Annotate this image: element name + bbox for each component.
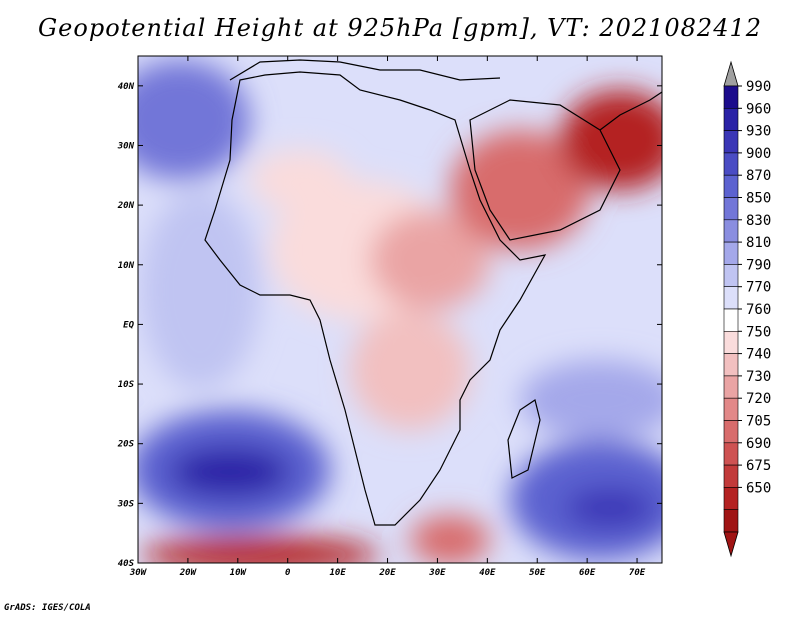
lon-tick-label: 50E [529, 568, 546, 578]
colorbar-label: 790 [746, 257, 771, 273]
lat-tick-label: 40N [118, 82, 135, 92]
colorbar-label: 990 [746, 79, 771, 95]
colorbar-label: 850 [746, 191, 771, 207]
lon-tick-label: 60E [579, 568, 596, 578]
africa-coastline [204, 71, 547, 526]
colorbar-box [723, 219, 739, 243]
lat-tick-label: 20N [117, 201, 135, 211]
colorbar-label: 870 [746, 168, 771, 184]
lon-tick-label: 40E [479, 568, 496, 578]
indian-ocean-ridge [520, 360, 662, 440]
madagascar [507, 399, 541, 479]
coastlines [204, 59, 662, 526]
colorbar-over-arrow [723, 60, 739, 87]
colorbar-box [723, 487, 739, 510]
colorbar-label: 730 [746, 369, 771, 385]
colorbar-box [723, 264, 739, 287]
southern-ocean-low-west [140, 537, 380, 563]
lat-tick-label: 20S [117, 440, 135, 450]
colorbar-box [723, 85, 739, 109]
colorbar-label: 720 [746, 391, 771, 407]
lon-tick-label: 0 [285, 568, 291, 578]
colorbar-label: 810 [746, 235, 771, 251]
lon-tick-label: 20E [378, 568, 396, 578]
colorbar-label: 960 [746, 101, 771, 117]
colorbar-under-arrow [723, 531, 739, 558]
colorbar-box [723, 397, 739, 421]
lat-tick-label: 10S [118, 380, 135, 390]
colorbar-box [723, 464, 739, 488]
colorbar-box [723, 308, 739, 332]
colorbar-box [723, 442, 739, 466]
mediterranean-north-coast [229, 59, 501, 81]
colorbar-box [723, 197, 739, 221]
colorbar-label: 830 [746, 213, 771, 229]
south-indian-high-core [565, 488, 655, 528]
lat-tick-label: 30N [117, 141, 135, 151]
height-field [138, 60, 662, 563]
colorbar-box [723, 509, 739, 533]
lat-tick-label: 30S [117, 499, 135, 509]
longitude-axis: 30W 20W 10W 0 10E 20E 30E 40E 50E 60E 70E [129, 56, 646, 578]
grads-credit: GrADS: IGES/COLA [4, 603, 91, 613]
latitude-axis: 40N 30N 20N 10N EQ 10S 20S 30S 40S [117, 82, 662, 569]
colorbar-box [723, 152, 739, 176]
colorbar-label: 930 [746, 124, 771, 140]
colorbar-box [723, 174, 739, 198]
sahara-low [250, 150, 350, 210]
colorbar-box [723, 286, 739, 310]
colorbar-label: 740 [746, 347, 771, 363]
sudan-low [370, 210, 490, 310]
arabian-peninsula [469, 99, 621, 241]
lat-tick-label: EQ [123, 320, 134, 330]
colorbar-box [723, 353, 739, 377]
central-africa-low [350, 310, 470, 430]
arabia-low [450, 130, 590, 250]
south-atlantic-high-core [170, 447, 290, 497]
lon-tick-label: 10W [230, 568, 248, 578]
colorbar-box [723, 241, 739, 265]
southwest-asia-coast [599, 91, 662, 131]
north-atlantic-high [138, 60, 250, 180]
colorbar-label: 690 [746, 436, 771, 452]
lon-tick-label: 30E [428, 568, 446, 578]
colorbar-box [723, 130, 739, 154]
map-title: Geopotential Height at 925hPa [gpm], VT:… [38, 14, 762, 42]
colorbar-label: 770 [746, 280, 771, 296]
colorbar-label: 900 [746, 146, 771, 162]
colorbar-label: 760 [746, 302, 771, 318]
persian-heat-low [560, 90, 662, 190]
colorbar-box [723, 108, 739, 131]
lat-tick-label: 10N [118, 261, 135, 271]
colorbar-label: 705 [746, 414, 771, 430]
colorbar-box [723, 375, 739, 399]
southern-ocean-low-east [410, 515, 490, 563]
colorbar-box [723, 420, 739, 444]
tropical-atlantic [140, 190, 260, 390]
plot-frame [137, 55, 663, 564]
colorbar-box [723, 330, 739, 354]
colorbar-label: 675 [746, 458, 771, 474]
colorbar-label: 750 [746, 324, 771, 340]
colorbar-label: 650 [746, 480, 771, 496]
lat-tick-label: 40S [118, 559, 135, 569]
lon-tick-label: 10E [329, 568, 346, 578]
lon-tick-label: 20W [179, 568, 198, 578]
lon-tick-label: 70E [629, 568, 646, 578]
lon-tick-label: 30W [129, 568, 148, 578]
